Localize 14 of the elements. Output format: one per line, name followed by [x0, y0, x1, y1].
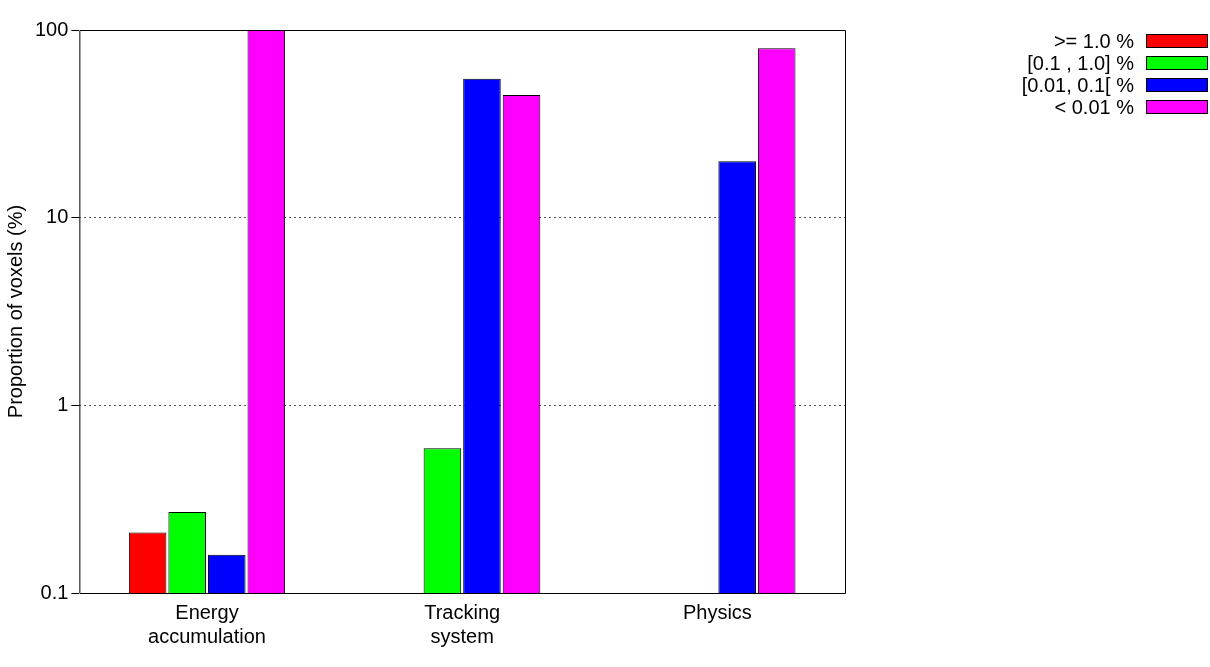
legend-label: < 0.01 % — [1054, 96, 1134, 118]
category-label: system — [430, 624, 494, 647]
category-label: Tracking — [424, 600, 501, 623]
y-axis-title: Proportion of voxels (%) — [3, 204, 26, 419]
legend-label: [0.01, 0.1[ % — [1021, 74, 1134, 96]
category-label: Physics — [682, 600, 752, 623]
legend-label: [0.1 , 1.0] % — [1027, 52, 1134, 74]
y-tick-label: 0.1 — [40, 580, 69, 603]
y-tick-label: 100 — [34, 17, 69, 40]
category-label: Energy — [175, 600, 239, 623]
y-tick-label: 10 — [46, 205, 69, 228]
y-tick-label: 1 — [57, 392, 69, 415]
legend-label: >= 1.0 % — [1053, 30, 1134, 52]
category-label: accumulation — [148, 624, 266, 647]
